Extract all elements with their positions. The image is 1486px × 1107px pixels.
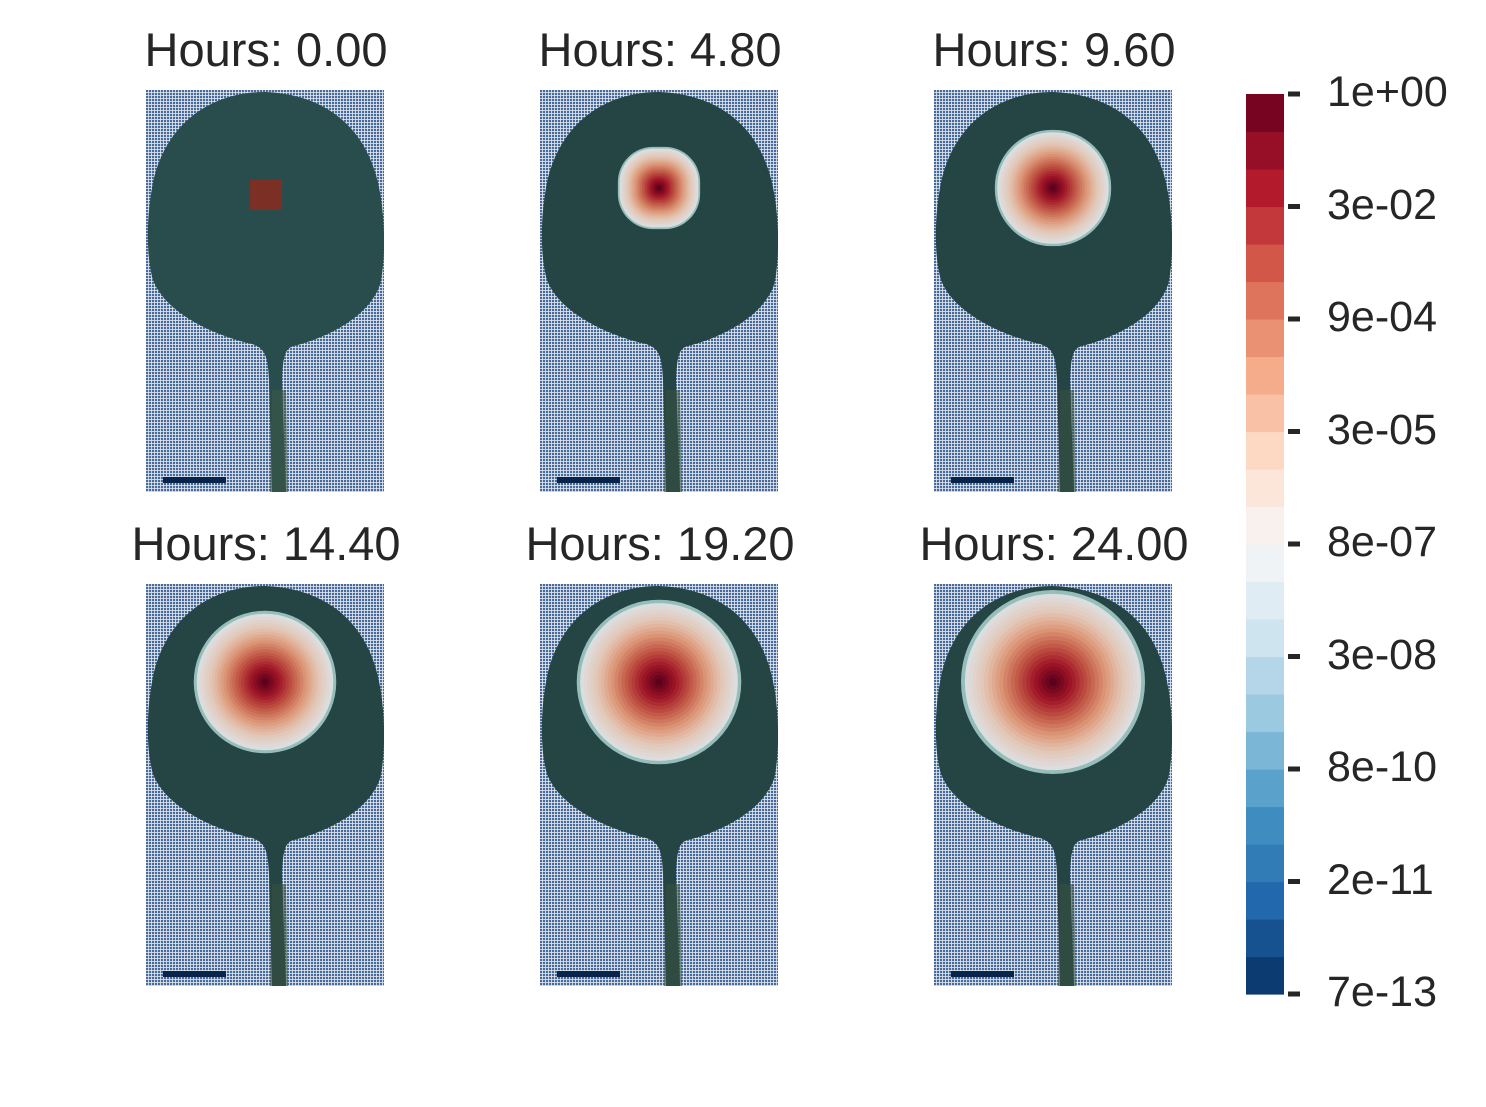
colorbar-level (1246, 581, 1284, 620)
colorbar-level (1246, 506, 1284, 545)
colorbar-level (1246, 394, 1284, 433)
colorbar-tick-label: 2e-11 (1327, 855, 1434, 904)
colorbar-level (1246, 656, 1284, 695)
colorbar-tick-label: 8e-07 (1327, 518, 1437, 566)
scale-bar (951, 477, 1014, 483)
colorbar-level (1246, 881, 1284, 920)
colorbar-tick-label: 3e-08 (1327, 630, 1437, 679)
scale-bar (557, 971, 620, 977)
colorbar-tick-label: 1e+00 (1327, 68, 1448, 116)
colorbar-level (1246, 919, 1284, 958)
panel-title-4: Hours: 14.40 (131, 517, 401, 570)
colorbar-level (1246, 94, 1284, 133)
colorbar-level (1246, 469, 1284, 508)
heatmap-panel-3 (934, 90, 1172, 492)
leaf-shape (147, 92, 384, 492)
scale-bar (163, 971, 226, 977)
concentration-field (935, 586, 1172, 986)
colorbar-level (1246, 169, 1284, 208)
colorbar-level (1246, 806, 1284, 845)
colorbar-level (1246, 544, 1284, 583)
colorbar-level (1246, 844, 1284, 883)
colorbar-level (1246, 694, 1284, 733)
panel-title-3: Hours: 9.60 (932, 23, 1176, 76)
heatmap-panel-2 (540, 90, 778, 492)
initial-source (250, 180, 282, 210)
scale-bar (163, 477, 226, 483)
scale-bar (951, 971, 1014, 977)
colorbar-level (1246, 244, 1284, 283)
colorbar-level (1246, 956, 1284, 995)
heatmap-panel-4 (146, 584, 384, 986)
colorbar-level (1246, 131, 1284, 170)
colorbar-level (1246, 619, 1284, 658)
heatmap-panel-1 (146, 90, 384, 492)
colorbar-tick-label: 3e-02 (1327, 180, 1437, 229)
panel-title-6: Hours: 24.00 (919, 517, 1189, 570)
scale-bar (557, 477, 620, 483)
petiole (270, 390, 288, 492)
colorbar-level (1246, 431, 1284, 470)
panel-title-2: Hours: 4.80 (538, 23, 782, 76)
colorbar (1246, 91, 1300, 997)
heatmap-panel-6 (934, 584, 1172, 986)
colorbar-level (1246, 769, 1284, 808)
colorbar-tick-label: 7e-13 (1327, 968, 1437, 1016)
colorbar-tick-label: 3e-05 (1327, 405, 1437, 454)
colorbar-level (1246, 356, 1284, 395)
colorbar-level (1246, 319, 1284, 358)
colorbar-level (1246, 281, 1284, 320)
colorbar-level (1246, 731, 1284, 770)
colorbar-tick-label: 9e-04 (1327, 293, 1437, 341)
colorbar-tick-label: 8e-10 (1327, 743, 1437, 791)
concentration-field (250, 180, 282, 210)
concentration-field (147, 586, 384, 986)
heatmap-panel-5 (540, 584, 778, 986)
panel-title-5: Hours: 19.20 (525, 517, 795, 570)
panel-title-1: Hours: 0.00 (144, 23, 388, 76)
colorbar-level (1246, 206, 1284, 245)
